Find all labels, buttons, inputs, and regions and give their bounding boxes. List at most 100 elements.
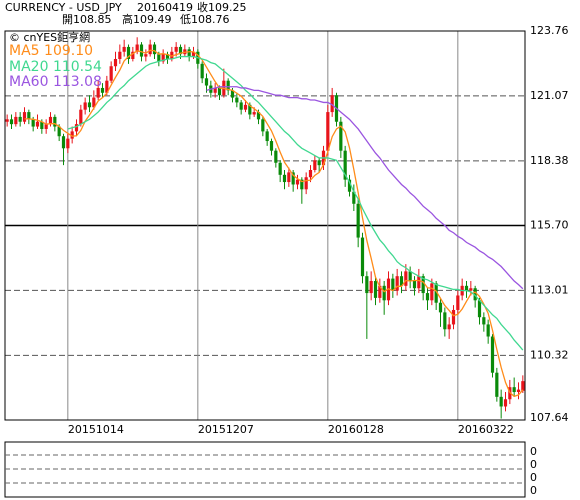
candle-body xyxy=(282,174,287,183)
credit: © cnYES鉅亨網 xyxy=(9,30,90,44)
candle-body xyxy=(287,172,291,183)
candle-body xyxy=(265,131,269,142)
candle-body xyxy=(404,271,408,286)
candle-body xyxy=(139,44,144,57)
candle-body xyxy=(126,46,131,59)
candle-body xyxy=(451,309,456,325)
candle-body xyxy=(27,112,31,120)
candle-body xyxy=(464,285,469,291)
candle-body xyxy=(174,46,178,52)
x-tick-label: 20160322 xyxy=(458,423,514,436)
candle-body xyxy=(5,119,9,122)
sub-y-tick-label: 0 xyxy=(530,484,537,497)
sub-y-tick-label: 0 xyxy=(530,471,537,484)
candle-body xyxy=(48,116,53,125)
candle-body xyxy=(22,112,27,122)
candle-body xyxy=(278,162,282,175)
legend-value: 109.10 xyxy=(44,43,93,59)
candle-body xyxy=(477,300,482,318)
candle-body xyxy=(408,271,412,282)
candle-body xyxy=(430,283,434,301)
candle-body xyxy=(274,150,278,163)
candle-body xyxy=(18,116,22,122)
candle-body xyxy=(269,141,274,151)
candle-body xyxy=(44,124,48,129)
candle-body xyxy=(252,112,256,115)
legend-name: MA5 xyxy=(9,43,40,59)
y-tick-label: 115.70 xyxy=(530,219,569,232)
ma-line xyxy=(67,55,524,351)
candle-body xyxy=(178,46,183,55)
candle-body xyxy=(70,131,74,139)
candle-body xyxy=(360,237,365,277)
candle-body xyxy=(443,312,447,330)
open: 開108.85 xyxy=(62,13,112,26)
candle-body xyxy=(512,387,516,393)
candle-body xyxy=(204,78,209,86)
candle-body xyxy=(300,179,304,190)
candle-body xyxy=(109,66,113,81)
candle-body xyxy=(230,90,235,98)
candle-body xyxy=(118,51,122,59)
candle-body xyxy=(165,54,170,59)
candle-body xyxy=(226,80,230,91)
candle-body xyxy=(412,281,417,289)
candle-body xyxy=(291,172,295,185)
candle-body xyxy=(87,102,92,108)
candle-body xyxy=(256,112,261,120)
x-tick-label: 20160128 xyxy=(328,423,384,436)
candle-body xyxy=(148,44,152,55)
candle-body xyxy=(92,97,96,108)
candle-body xyxy=(399,276,404,286)
candle-body xyxy=(382,285,386,301)
date: 20160419 xyxy=(137,1,193,14)
candle-body xyxy=(40,121,44,129)
candle-body xyxy=(122,46,126,52)
candle-body xyxy=(53,116,57,127)
candle-body xyxy=(83,102,87,110)
symbol: CURRENCY - USD_JPY xyxy=(5,1,122,14)
candle-body xyxy=(200,63,204,79)
candle-body xyxy=(57,126,61,137)
candle-body xyxy=(304,177,308,190)
y-tick-label: 113.01 xyxy=(530,283,569,296)
candle-body xyxy=(313,160,317,170)
x-tick-label: 20151014 xyxy=(68,423,124,436)
legend: MA5 109.10 MA20 110.54 MA60 113.08 xyxy=(9,43,102,90)
plot-border xyxy=(4,30,526,421)
candle-body xyxy=(317,160,321,166)
candle-body xyxy=(161,54,165,62)
legend-name: MA60 xyxy=(9,74,48,90)
candle-body xyxy=(421,276,425,294)
y-tick-label: 107.64 xyxy=(530,411,569,424)
candle-body xyxy=(113,58,118,67)
candle-body xyxy=(378,285,382,298)
legend-entry: MA60 113.08 xyxy=(9,74,102,90)
candle-body xyxy=(295,179,300,185)
high: 高109.49 xyxy=(122,12,172,26)
candle-body xyxy=(417,276,421,289)
header: CURRENCY - USD_JPY 20160419 收109.25 開108… xyxy=(5,0,247,26)
candle-body xyxy=(339,121,343,151)
sub-y-tick-label: 0 xyxy=(530,458,537,471)
candle-body xyxy=(239,102,243,110)
candle-body xyxy=(31,119,35,127)
candle-body xyxy=(425,293,430,301)
candle-body xyxy=(521,381,525,391)
candle-body xyxy=(217,87,222,96)
ma-line xyxy=(24,49,524,398)
candle-body xyxy=(352,191,356,204)
candle-body xyxy=(395,276,399,291)
legend-value: 110.54 xyxy=(53,59,102,75)
legend-name: MA20 xyxy=(9,59,48,75)
legend-entry: MA5 109.10 xyxy=(9,43,93,59)
x-tick-label: 20151207 xyxy=(198,423,254,436)
candle-body xyxy=(61,136,66,149)
candle-body xyxy=(66,138,70,149)
candle-body xyxy=(152,44,157,55)
candle-body xyxy=(131,51,135,59)
y-tick-label: 110.32 xyxy=(530,348,569,361)
candle-body xyxy=(135,44,139,52)
close: 收109.25 xyxy=(197,0,247,14)
